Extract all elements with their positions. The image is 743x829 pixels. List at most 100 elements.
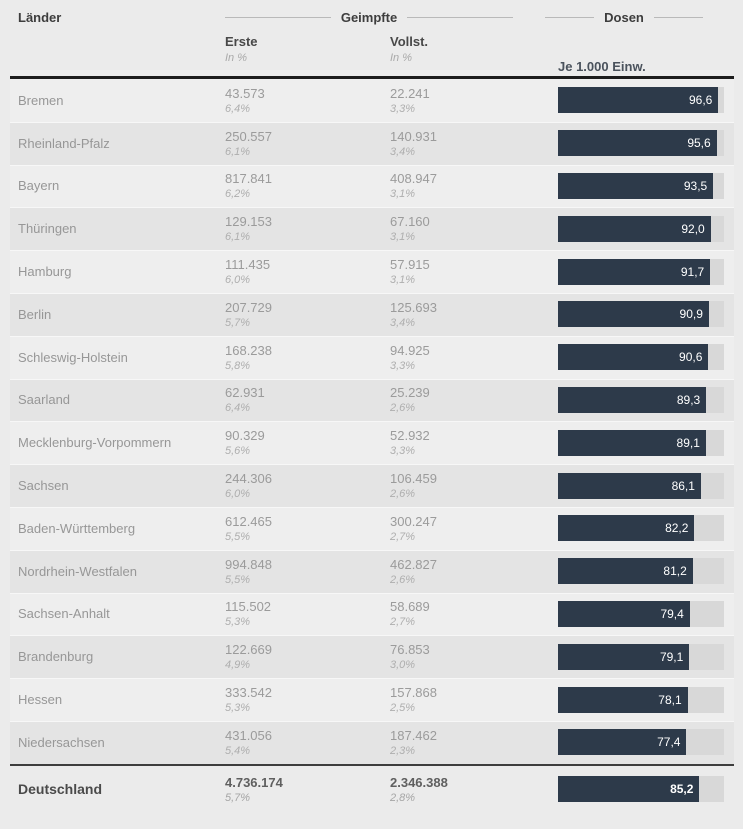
table-row: Brandenburg 122.669 4,9% 76.853 3,0% 79,…	[10, 635, 734, 679]
dose-bar-track: 90,6	[558, 344, 724, 371]
table-row: Mecklenburg-Vorpommern 90.329 5,6% 52.93…	[10, 421, 734, 465]
vollst-percent: 2,5%	[390, 702, 416, 715]
erste-count: 122.669	[225, 642, 272, 658]
vollst-count: 125.693	[390, 299, 437, 315]
state-name: Mecklenburg-Vorpommern	[18, 435, 172, 451]
vollst-percent: 2,7%	[390, 616, 416, 629]
dose-value: 89,3	[676, 392, 701, 407]
column-header-je1000: Je 1.000 Einw.	[558, 59, 646, 74]
bar-cell: 79,1	[558, 643, 734, 670]
vollst-percent: 3,4%	[390, 145, 416, 158]
dose-bar: 85,2	[558, 776, 700, 803]
erste-cell: 244.306 6,0%	[225, 471, 390, 500]
dose-bar-track: 78,1	[558, 686, 724, 713]
total-rule	[10, 763, 734, 766]
dose-value: 86,1	[671, 478, 695, 493]
state-name: Hessen	[18, 692, 63, 708]
dose-value: 95,6	[687, 136, 711, 151]
dose-bar-track: 96,6	[558, 87, 724, 114]
erste-percent: 5,3%	[225, 616, 251, 629]
erste-cell: 207.729 5,7%	[225, 300, 390, 329]
total-vollst-cell: 2.346.388 2,8%	[390, 775, 558, 804]
bar-cell: 78,1	[558, 686, 734, 713]
vollst-percent: 3,3%	[390, 102, 416, 115]
vollst-cell: 58.689 2,7%	[390, 599, 558, 628]
bar-cell: 89,1	[558, 429, 734, 456]
vollst-count: 76.853	[390, 642, 430, 658]
dose-bar-track: 89,1	[558, 429, 724, 456]
vollst-percent: 2,6%	[390, 573, 416, 586]
dose-value: 96,6	[688, 93, 713, 108]
table-row: Saarland 62.931 6,4% 25.239 2,6% 89,3	[10, 378, 734, 422]
erste-count: 168.238	[225, 342, 272, 358]
dose-value: 92,0	[681, 221, 705, 236]
vollst-percent: 3,0%	[390, 659, 416, 672]
table: Länder Geimpfte Dosen Erste In % Vollst.…	[10, 0, 734, 813]
erste-percent: 5,3%	[225, 702, 251, 715]
dose-bar: 79,4	[558, 600, 690, 627]
total-vollst-percent: 2,8%	[390, 791, 416, 804]
vollst-count: 187.462	[390, 727, 437, 743]
dose-bar: 95,6	[558, 130, 717, 157]
divider-line	[407, 16, 513, 18]
erste-percent: 5,4%	[225, 744, 251, 757]
vollst-percent: 2,6%	[390, 402, 416, 415]
dose-bar: 79,1	[558, 643, 690, 670]
dose-bar-track: 90,9	[558, 301, 724, 328]
column-group-label-geimpfte: Geimpfte	[340, 9, 398, 25]
erste-percent: 5,5%	[225, 573, 251, 586]
erste-cell: 994.848 5,5%	[225, 557, 390, 586]
erste-percent: 6,1%	[225, 145, 251, 158]
divider-line	[225, 16, 331, 18]
dose-value: 85,2	[670, 782, 694, 797]
header-rule	[10, 76, 734, 79]
table-row: Rheinland-Pfalz 250.557 6,1% 140.931 3,4…	[10, 121, 734, 165]
vollst-cell: 462.827 2,6%	[390, 557, 558, 586]
dose-value: 90,6	[679, 350, 703, 365]
dose-value: 93,5	[683, 178, 708, 193]
total-name: Deutschland	[18, 781, 103, 798]
state-name: Berlin	[18, 306, 52, 322]
dose-bar: 77,4	[558, 729, 687, 756]
dose-value: 82,2	[665, 521, 689, 536]
vollst-cell: 94.925 3,3%	[390, 343, 558, 372]
erste-cell: 62.931 6,4%	[225, 385, 390, 414]
state-name: Saarland	[18, 392, 71, 408]
dose-bar-track: 91,7	[558, 258, 724, 285]
table-row: Thüringen 129.153 6,1% 67.160 3,1% 92,0	[10, 207, 734, 251]
state-name: Bremen	[18, 92, 64, 108]
bar-cell: 79,4	[558, 600, 734, 627]
table-row: Hessen 333.542 5,3% 157.868 2,5% 78,1	[10, 678, 734, 721]
erste-cell: 43.573 6,4%	[225, 86, 390, 115]
state-name: Brandenburg	[18, 649, 94, 665]
vollst-count: 25.239	[390, 385, 430, 401]
state-name: Baden-Württemberg	[18, 520, 136, 536]
erste-percent: 6,2%	[225, 188, 251, 201]
divider-line	[545, 16, 595, 18]
vollst-count: 52.932	[390, 428, 430, 444]
dose-bar-track: 86,1	[558, 472, 724, 499]
erste-count: 115.502	[225, 599, 272, 615]
bar-cell: 82,2	[558, 515, 734, 542]
dose-value: 81,2	[663, 564, 687, 579]
vollst-count: 57.915	[390, 257, 430, 273]
vollst-count: 22.241	[390, 85, 430, 101]
erste-cell: 90.329 5,6%	[225, 428, 390, 457]
erste-percent: 6,4%	[225, 402, 251, 415]
total-erste-percent: 5,7%	[225, 791, 251, 804]
erste-percent: 6,0%	[225, 488, 251, 501]
state-name: Niedersachsen	[18, 734, 105, 750]
erste-count: 43.573	[225, 85, 265, 101]
erste-cell: 115.502 5,3%	[225, 599, 390, 628]
erste-count: 994.848	[225, 556, 272, 572]
dose-bar: 82,2	[558, 515, 695, 542]
dose-bar: 90,6	[558, 344, 709, 371]
table-row: Sachsen-Anhalt 115.502 5,3% 58.689 2,7% …	[10, 592, 734, 636]
vollst-count: 140.931	[390, 128, 437, 144]
table-row: Niedersachsen 431.056 5,4% 187.462 2,3% …	[10, 720, 734, 764]
erste-cell: 168.238 5,8%	[225, 343, 390, 372]
dose-value: 90,9	[679, 307, 703, 322]
erste-cell: 111.435 6,0%	[225, 257, 390, 286]
column-header-laender: Länder	[18, 9, 62, 25]
vollst-count: 94.925	[390, 342, 430, 358]
